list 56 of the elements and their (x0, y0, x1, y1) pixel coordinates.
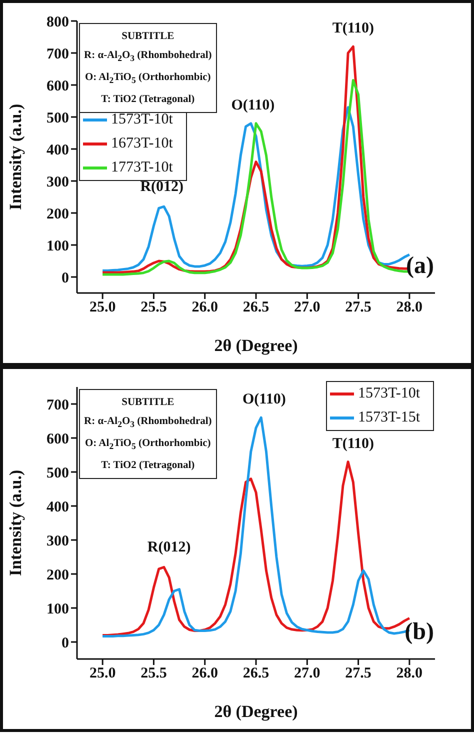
y-tick-label: 100 (46, 238, 69, 254)
y-tick-label: 600 (46, 431, 69, 448)
annotation: O(110) (242, 392, 286, 408)
legend-label: 1673T-10t (111, 135, 173, 152)
y-tick-label: 600 (46, 78, 69, 94)
text: (a) (406, 253, 434, 280)
legend-label: 1773T-10t (111, 159, 173, 176)
y-axis-title: Intensity (a.u.) (6, 470, 26, 576)
annotation: R: α-Al$_{2}$O$_{3}$ (Rhombohedral) (84, 415, 212, 432)
x-tick-label: 28.0 (396, 300, 423, 316)
x-tick-label: 27.5 (345, 666, 372, 682)
x-tick-label: 28.0 (396, 666, 423, 682)
x-tick-label: 25.5 (140, 666, 167, 682)
annotation: O: Al$_{2}$TiO$_{5}$ (Orthorhombic) (84, 71, 212, 88)
text: SUBTITLE (120, 396, 176, 410)
annotation: T(110) (332, 20, 374, 37)
x-axis-title: 2θ (Degree) (214, 336, 298, 355)
annotation: R(012) (140, 179, 184, 195)
y-tick-label: 300 (46, 174, 69, 190)
y-tick-label: 300 (46, 533, 69, 550)
text: (b) (404, 619, 434, 646)
annotation: O(110) (231, 97, 275, 114)
annotation: O: Al$_{2}$TiO$_{5}$ (Orthorhombic) (84, 437, 212, 454)
y-tick-label: 700 (46, 46, 69, 62)
x-tick-label: 27.0 (294, 666, 320, 682)
annotation: T(110) (332, 436, 374, 452)
y-axis-title: Intensity (a.u.) (6, 104, 26, 210)
y-tick-label: 400 (46, 142, 69, 158)
x-tick-label: 25.0 (89, 300, 116, 316)
x-tick-label: 26.5 (242, 666, 270, 682)
x-tick-label: 26.0 (192, 300, 218, 316)
legend-label: 1573T-10t (111, 111, 173, 128)
y-tick-label: 200 (46, 567, 69, 584)
y-tick-label: 100 (46, 601, 69, 618)
y-tick-label: 200 (46, 206, 69, 222)
annotation: T: TiO2 (Tetragonal) (100, 93, 196, 108)
x-tick-label: 26.0 (192, 666, 218, 682)
x-tick-label: 25.0 (89, 666, 116, 682)
annotation: T: TiO2 (Tetragonal) (100, 459, 196, 474)
legend-label: 1573T-10t (358, 385, 420, 402)
x-tick-label: 26.5 (242, 300, 270, 316)
y-tick-label: 400 (46, 499, 69, 516)
x-tick-label: 27.5 (345, 300, 372, 316)
y-tick-label: 0 (62, 270, 69, 286)
y-tick-label: 500 (46, 110, 69, 126)
y-tick-label: 800 (46, 14, 69, 30)
annotation: R(012) (147, 540, 191, 556)
x-axis-title: 2θ (Degree) (214, 702, 298, 721)
x-tick-label: 25.5 (140, 300, 167, 316)
x-tick-label: 27.0 (294, 300, 320, 316)
annotation: R: α-Al$_{2}$O$_{3}$ (Rhombohedral) (84, 49, 212, 66)
y-tick-label: 0 (62, 635, 69, 652)
y-tick-label: 700 (46, 397, 69, 414)
legend-label: 1573T-15t (358, 409, 420, 426)
text: SUBTITLE (120, 30, 176, 44)
y-tick-label: 500 (46, 465, 69, 482)
